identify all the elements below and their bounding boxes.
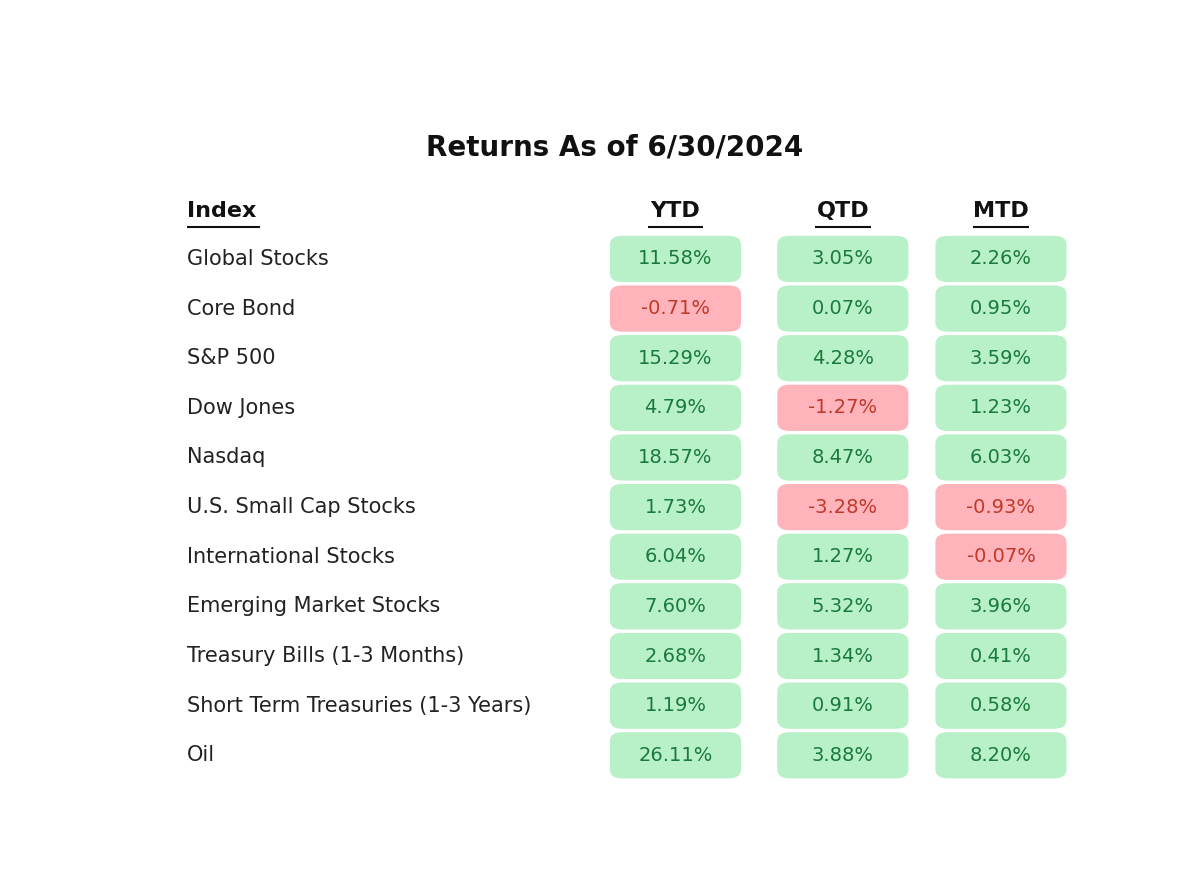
Text: -0.93%: -0.93% [966, 498, 1036, 517]
Text: -1.27%: -1.27% [809, 398, 877, 418]
FancyBboxPatch shape [610, 236, 742, 282]
FancyBboxPatch shape [778, 385, 908, 431]
Text: 3.05%: 3.05% [812, 249, 874, 268]
Text: 8.20%: 8.20% [970, 746, 1032, 765]
Text: 4.79%: 4.79% [644, 398, 707, 418]
Text: 4.28%: 4.28% [812, 349, 874, 367]
FancyBboxPatch shape [610, 335, 742, 381]
Text: Dow Jones: Dow Jones [187, 398, 295, 418]
Text: 0.07%: 0.07% [812, 299, 874, 318]
FancyBboxPatch shape [610, 584, 742, 630]
FancyBboxPatch shape [610, 533, 742, 580]
Text: 5.32%: 5.32% [811, 597, 874, 615]
Text: 1.23%: 1.23% [970, 398, 1032, 418]
Text: 1.73%: 1.73% [644, 498, 707, 517]
FancyBboxPatch shape [778, 732, 908, 779]
Text: 11.58%: 11.58% [638, 249, 713, 268]
Text: Returns As of 6/30/2024: Returns As of 6/30/2024 [426, 133, 804, 162]
Text: S&P 500: S&P 500 [187, 348, 276, 368]
FancyBboxPatch shape [935, 335, 1067, 381]
Text: Oil: Oil [187, 745, 215, 766]
FancyBboxPatch shape [610, 732, 742, 779]
Text: -0.71%: -0.71% [641, 299, 710, 318]
FancyBboxPatch shape [610, 484, 742, 530]
Text: 3.88%: 3.88% [812, 746, 874, 765]
Text: Treasury Bills (1-3 Months): Treasury Bills (1-3 Months) [187, 646, 464, 666]
Text: Nasdaq: Nasdaq [187, 448, 265, 467]
Text: Emerging Market Stocks: Emerging Market Stocks [187, 596, 440, 616]
FancyBboxPatch shape [778, 484, 908, 530]
FancyBboxPatch shape [610, 683, 742, 728]
Text: 6.03%: 6.03% [970, 448, 1032, 467]
FancyBboxPatch shape [778, 434, 908, 480]
Text: 26.11%: 26.11% [638, 746, 713, 765]
Text: 1.27%: 1.27% [812, 547, 874, 566]
FancyBboxPatch shape [935, 683, 1067, 728]
Text: 1.19%: 1.19% [644, 696, 707, 715]
Text: International Stocks: International Stocks [187, 547, 395, 567]
Text: -3.28%: -3.28% [809, 498, 877, 517]
Text: U.S. Small Cap Stocks: U.S. Small Cap Stocks [187, 497, 416, 517]
FancyBboxPatch shape [778, 285, 908, 332]
FancyBboxPatch shape [778, 533, 908, 580]
FancyBboxPatch shape [610, 434, 742, 480]
Text: 0.41%: 0.41% [970, 646, 1032, 666]
FancyBboxPatch shape [778, 236, 908, 282]
FancyBboxPatch shape [935, 236, 1067, 282]
Text: 15.29%: 15.29% [638, 349, 713, 367]
Text: 1.34%: 1.34% [812, 646, 874, 666]
FancyBboxPatch shape [935, 484, 1067, 530]
Text: 2.26%: 2.26% [970, 249, 1032, 268]
FancyBboxPatch shape [610, 285, 742, 332]
Text: 0.95%: 0.95% [970, 299, 1032, 318]
FancyBboxPatch shape [935, 434, 1067, 480]
Text: 7.60%: 7.60% [644, 597, 707, 615]
Text: 0.58%: 0.58% [970, 696, 1032, 715]
FancyBboxPatch shape [610, 385, 742, 431]
FancyBboxPatch shape [935, 533, 1067, 580]
Text: YTD: YTD [650, 201, 701, 222]
Text: 8.47%: 8.47% [812, 448, 874, 467]
Text: 0.91%: 0.91% [812, 696, 874, 715]
Text: Global Stocks: Global Stocks [187, 249, 329, 269]
Text: 2.68%: 2.68% [644, 646, 707, 666]
Text: Index: Index [187, 201, 257, 222]
FancyBboxPatch shape [935, 584, 1067, 630]
FancyBboxPatch shape [778, 633, 908, 679]
FancyBboxPatch shape [935, 633, 1067, 679]
Text: Core Bond: Core Bond [187, 298, 295, 319]
Text: 18.57%: 18.57% [638, 448, 713, 467]
Text: 3.96%: 3.96% [970, 597, 1032, 615]
FancyBboxPatch shape [778, 584, 908, 630]
FancyBboxPatch shape [935, 385, 1067, 431]
FancyBboxPatch shape [778, 335, 908, 381]
Text: 3.59%: 3.59% [970, 349, 1032, 367]
FancyBboxPatch shape [935, 285, 1067, 332]
Text: MTD: MTD [973, 201, 1028, 222]
FancyBboxPatch shape [610, 633, 742, 679]
FancyBboxPatch shape [935, 732, 1067, 779]
Text: -0.07%: -0.07% [966, 547, 1036, 566]
Text: QTD: QTD [816, 201, 869, 222]
Text: 6.04%: 6.04% [644, 547, 707, 566]
FancyBboxPatch shape [778, 683, 908, 728]
Text: Short Term Treasuries (1-3 Years): Short Term Treasuries (1-3 Years) [187, 696, 532, 715]
